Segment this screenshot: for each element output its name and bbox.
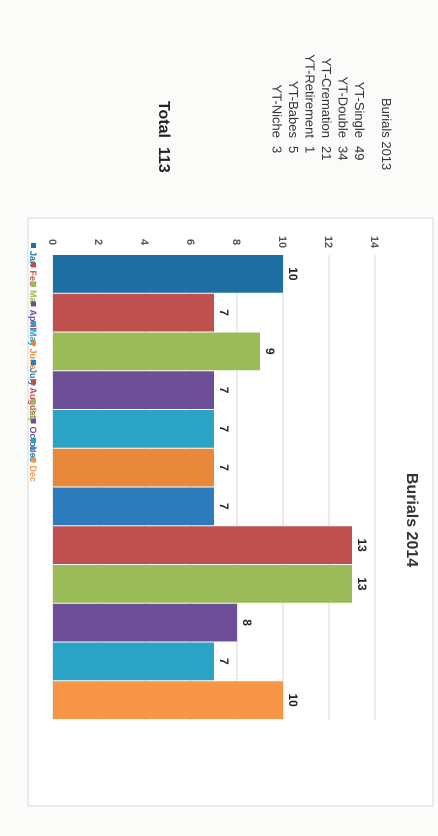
burials-2013-row-label: YT-Single <box>352 82 367 138</box>
y-tick-label: 14 <box>368 236 380 249</box>
legend-swatch <box>31 418 36 424</box>
bar-april <box>53 371 214 409</box>
burials-2013-row-label: YT-Retirement <box>303 54 318 138</box>
bar-feb <box>53 293 214 332</box>
burials-2013-row-value: 21 <box>319 146 334 160</box>
legend-swatch <box>31 379 36 385</box>
chart-legend: JanFebMarAprilMayJuneJulyAugustSepOctobe… <box>28 243 38 482</box>
burials-2013-title: Burials 2013 <box>379 98 394 170</box>
legend-entry: Sep <box>28 407 38 424</box>
data-label: 7 <box>217 464 231 471</box>
burials-2013-total-label: Total <box>155 101 172 138</box>
legend-entry: May <box>28 329 38 347</box>
legend-swatch <box>31 262 36 268</box>
bar-sep <box>53 565 352 603</box>
bar-jan <box>53 255 283 293</box>
data-label: 7 <box>217 387 231 394</box>
data-label: 7 <box>217 426 231 433</box>
data-label: 7 <box>217 503 231 510</box>
bar-dec <box>53 681 283 719</box>
chart-title: Burials 2014 <box>403 473 420 567</box>
legend-swatch <box>31 340 36 346</box>
y-tick-label: 12 <box>322 236 334 248</box>
y-tick-label: 0 <box>46 239 58 245</box>
y-tick-label: 10 <box>276 236 288 248</box>
data-label: 10 <box>286 693 300 707</box>
legend-swatch <box>31 457 36 463</box>
burials-2013-row-value: 5 <box>286 146 301 153</box>
burials-2013-row-value: 49 <box>352 146 367 160</box>
legend-swatch <box>31 321 36 326</box>
legend-entry: October <box>28 427 38 462</box>
burials-2014-chart: Burials 2014 0 2 4 6 8 10 12 14 107977771313871… <box>28 236 420 720</box>
legend-entry: June <box>28 349 38 370</box>
data-label: 8 <box>240 619 254 626</box>
legend-swatch <box>31 243 36 248</box>
legend-entry: Feb <box>28 271 38 288</box>
data-label: 7 <box>217 658 231 665</box>
y-tick-label: 6 <box>184 239 196 245</box>
burials-2013-row-value: 3 <box>270 146 285 153</box>
bar-mar <box>53 332 260 371</box>
bar-august <box>53 526 352 564</box>
y-tick-label: 4 <box>138 239 150 246</box>
burials-2013-row-value: 1 <box>303 146 318 153</box>
data-label: 13 <box>355 538 369 552</box>
legend-entry: Mar <box>28 290 38 307</box>
legend-entry: Jan <box>28 251 38 267</box>
chart-data-labels: 10 7 9 7 7 7 7 13 13 8 7 10 <box>217 267 369 707</box>
legend-entry: July <box>28 368 38 386</box>
legend-entry: Dec <box>28 466 38 483</box>
data-label: 13 <box>355 577 369 591</box>
legend-swatch <box>31 399 36 404</box>
bar-june <box>53 448 214 487</box>
burials-2013-total-value: 113 <box>155 147 172 173</box>
bar-may <box>53 410 214 448</box>
burials-2013-row-label: YT-Niche <box>270 85 285 138</box>
burials-2013-row-label: YT-Cremation <box>319 58 334 138</box>
legend-entry: April <box>28 310 38 331</box>
bar-october <box>53 603 237 642</box>
data-label: 7 <box>217 309 231 316</box>
data-label: 10 <box>286 267 300 281</box>
bar-nov <box>53 642 214 681</box>
burials-2013-row-label: YT-Double <box>336 77 351 138</box>
bar-july <box>53 487 214 526</box>
y-tick-label: 8 <box>230 239 242 245</box>
chart-bars <box>53 255 352 719</box>
legend-swatch <box>31 438 36 443</box>
legend-swatch <box>31 360 36 365</box>
legend-swatch <box>31 301 36 307</box>
legend-entry: Nov <box>28 446 38 463</box>
legend-swatch <box>31 282 36 287</box>
y-axis-ticks: 0 2 4 6 8 10 12 14 <box>46 236 380 249</box>
burials-2013-row-value: 34 <box>336 146 351 160</box>
burials-2013-row-label: YT-Babes <box>286 81 301 139</box>
y-tick-label: 2 <box>92 239 104 245</box>
data-label: 9 <box>263 348 277 355</box>
